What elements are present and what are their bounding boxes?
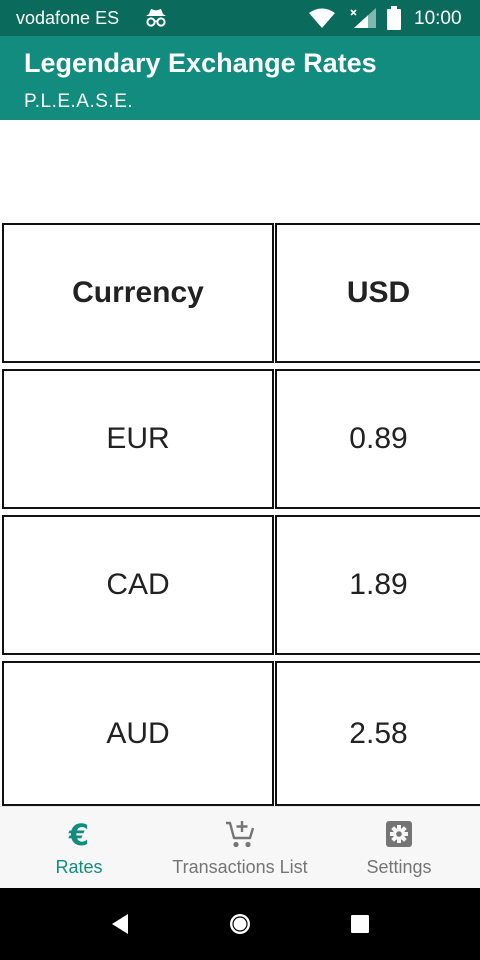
header-currency: Currency	[2, 223, 274, 363]
currency-cell-cad: CAD	[2, 515, 274, 655]
nav-label-rates: Rates	[55, 857, 103, 877]
nav-item-transactions[interactable]: Transactions List	[160, 807, 320, 889]
battery-icon	[387, 6, 401, 35]
signal-icon	[350, 8, 376, 33]
nav-item-rates[interactable]: € Rates	[18, 807, 140, 889]
bottom-navigation: € Rates Transactions List	[0, 806, 480, 889]
add-to-cart-icon	[224, 819, 256, 854]
settings-icon	[384, 819, 414, 854]
wifi-icon	[308, 8, 336, 33]
header-usd: USD	[275, 223, 480, 363]
svg-text:€: €	[68, 819, 89, 849]
app-title: Legendary Exchange Rates	[24, 48, 377, 78]
nav-label-transactions: Transactions List	[172, 857, 308, 877]
system-navigation-bar	[0, 888, 480, 960]
rate-cell-aud: 2.58	[275, 661, 480, 806]
back-icon[interactable]	[110, 912, 130, 941]
carrier-name: vodafone ES	[16, 8, 120, 28]
currency-cell-eur: EUR	[2, 369, 274, 509]
nav-item-settings[interactable]: Settings	[340, 807, 458, 889]
rate-cell-cad: 1.89	[275, 515, 480, 655]
app-bar: Legendary Exchange Rates P.L.E.A.S.E.	[0, 36, 480, 120]
currency-cell-aud: AUD	[2, 661, 274, 806]
incognito-icon	[144, 7, 168, 34]
euro-icon: €	[64, 818, 94, 854]
recent-apps-icon[interactable]	[351, 915, 369, 938]
app-subtitle: P.L.E.A.S.E.	[24, 91, 134, 112]
home-icon[interactable]	[228, 912, 252, 941]
nav-label-settings: Settings	[366, 857, 432, 877]
status-bar: vodafone ES 10:00	[0, 0, 480, 36]
clock: 10:00	[414, 8, 462, 29]
rate-cell-eur: 0.89	[275, 369, 480, 509]
